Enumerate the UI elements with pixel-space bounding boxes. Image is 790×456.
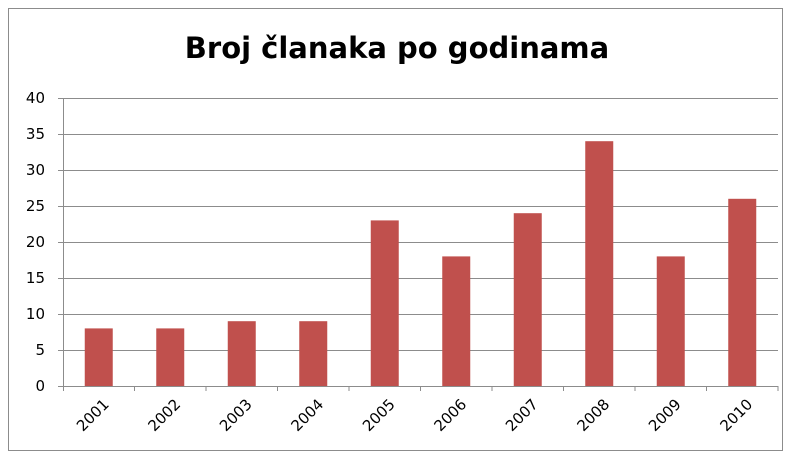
bar <box>299 321 328 386</box>
bar <box>84 328 113 386</box>
y-tick-label: 40 <box>26 89 45 107</box>
bar <box>227 321 256 386</box>
y-tick-label: 5 <box>35 341 45 359</box>
y-tick-label: 30 <box>26 161 45 179</box>
bar <box>656 256 685 386</box>
bar <box>585 141 614 386</box>
bar <box>370 220 399 386</box>
y-tick-label: 35 <box>26 125 45 143</box>
y-tick-label: 20 <box>26 233 45 251</box>
bar <box>442 256 471 386</box>
y-tick-label: 10 <box>26 305 45 323</box>
bar <box>728 198 757 386</box>
bar <box>156 328 185 386</box>
y-tick-label: 25 <box>26 197 45 215</box>
y-tick-label: 15 <box>26 269 45 287</box>
chart-title: Broj članaka po godinama <box>185 31 609 65</box>
y-tick-label: 0 <box>35 377 45 395</box>
bar <box>513 213 542 386</box>
